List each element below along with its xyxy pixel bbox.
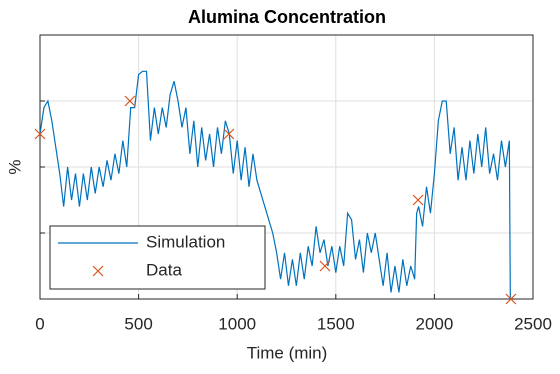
chart-title: Alumina Concentration	[188, 7, 386, 27]
legend-label: Data	[146, 260, 182, 279]
x-tick-label: 1500	[317, 314, 355, 333]
data-line	[39, 70, 511, 300]
data-marker	[34, 128, 46, 140]
data-marker	[505, 293, 517, 305]
x-tick-label: 0	[35, 314, 44, 333]
x-tick-label: 500	[124, 314, 152, 333]
data-marker	[124, 95, 136, 107]
axes-box	[39, 34, 534, 300]
x-tick-label: 2000	[415, 314, 453, 333]
x-tick-label: 1000	[218, 314, 256, 333]
data-marker	[319, 260, 331, 272]
y-axis-label: %	[5, 159, 24, 174]
legend-label: Simulation	[146, 232, 225, 251]
x-tick-label: 2500	[514, 314, 552, 333]
legend-marker	[92, 265, 104, 277]
data-marker	[223, 128, 235, 140]
data-marker	[412, 194, 424, 206]
x-axis-label: Time (min)	[247, 343, 328, 362]
legend-box	[49, 225, 266, 290]
